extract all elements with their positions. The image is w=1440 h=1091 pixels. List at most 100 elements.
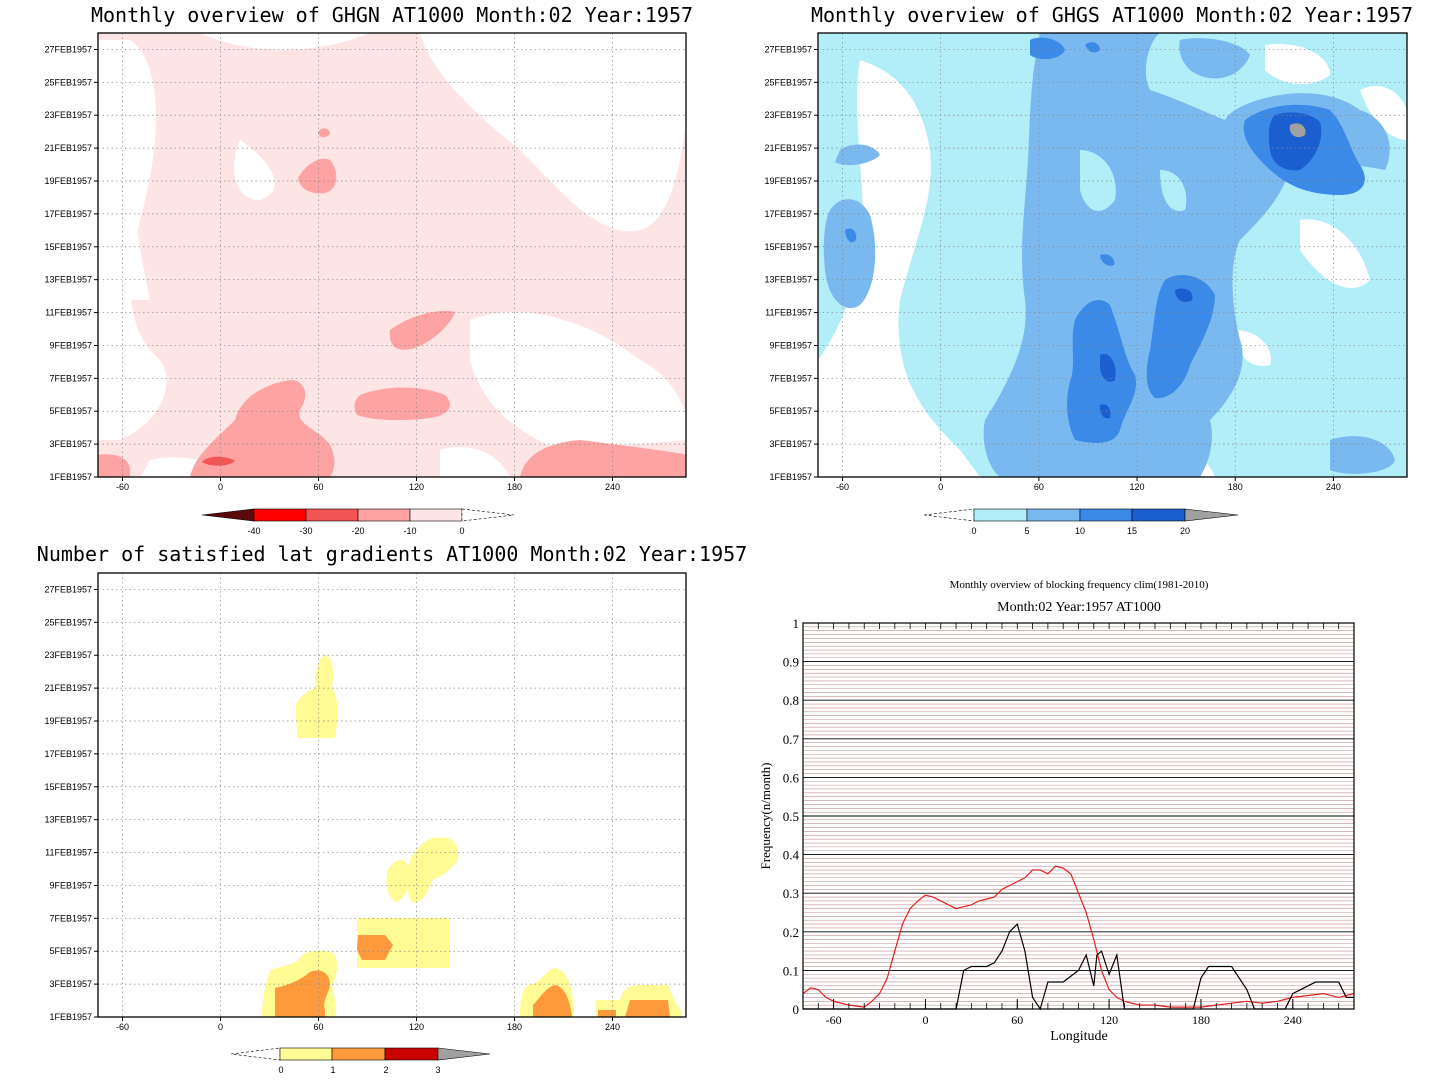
- latgrad-y-tick-label: 7FEB1957: [49, 913, 92, 923]
- blocking-y-tick-label: 0.4: [783, 848, 800, 863]
- latgrad-grid: [98, 573, 686, 1017]
- latgrad-y-tick-label: 13FEB1957: [44, 815, 92, 825]
- latgrad-y-tick-label: 19FEB1957: [44, 716, 92, 726]
- latgrad-level-2-region: [275, 970, 330, 1017]
- ghgs-y-tick-label: 11FEB1957: [765, 308, 812, 318]
- blocking-y-ticks: 0 0.1 0.2 0.3 0.4 0.5 0.6 0.7 0.8 0.9 1: [783, 616, 800, 1017]
- ghgs-y-tick-label: 27FEB1957: [764, 44, 812, 54]
- latgrad-y-tick-label: 21FEB1957: [44, 683, 92, 693]
- blocking-series-line-1: [803, 922, 1354, 1011]
- latgrad-y-tick-label: 5FEB1957: [49, 946, 92, 956]
- latgrad-y-tick-label: 3FEB1957: [49, 979, 92, 989]
- blocking-x-tick-label: 60: [1011, 1013, 1023, 1027]
- ghgn-cbar-label: -20: [351, 526, 364, 536]
- latgrad-y-tick-label: 9FEB1957: [49, 880, 92, 890]
- ghgs-y-tick-label: 3FEB1957: [769, 439, 812, 449]
- ghgs-x-tick-label: 60: [1034, 482, 1044, 492]
- ghgn-level-minus30-region: [202, 456, 235, 466]
- blocking-x-tick-label: 0: [922, 1013, 928, 1027]
- ghgs-y-tick-label: 15FEB1957: [764, 242, 812, 252]
- ghgs-y-tick-label: 13FEB1957: [764, 275, 812, 285]
- ghgn-y-tick-label: 5FEB1957: [49, 406, 92, 416]
- ghgn-y-tick-label: 27FEB1957: [44, 44, 92, 54]
- ghgn-y-ticks: 1FEB1957 3FEB1957 5FEB1957 7FEB1957 9FEB1957…: [44, 44, 98, 482]
- ghgs-y-tick-label: 7FEB1957: [769, 373, 812, 383]
- latgrad-cbar-label: 1: [330, 1065, 335, 1075]
- blocking-y-tick-label: 0: [793, 1002, 800, 1017]
- ghgn-cbar-label: -30: [299, 526, 312, 536]
- ghgn-x-tick-label: 120: [409, 482, 424, 492]
- panel-ghgs: Monthly overview of GHGS AT1000 Month:02…: [764, 3, 1413, 536]
- ghgn-cbar-label: 0: [459, 526, 464, 536]
- ghgn-x-tick-label: 60: [313, 482, 323, 492]
- ghgs-y-tick-label: 1FEB1957: [769, 472, 812, 482]
- blocking-y-tick-label: 0.8: [783, 693, 799, 708]
- latgrad-y-ticks: 1FEB1957 3FEB1957 5FEB1957 7FEB1957 9FEB1957…: [44, 584, 98, 1022]
- ghgs-cbar-label: 0: [971, 526, 976, 536]
- ghgs-cbar-label: 20: [1180, 526, 1190, 536]
- ghgs-y-tick-label: 23FEB1957: [764, 110, 812, 120]
- latgrad-x-tick-label: 60: [313, 1022, 323, 1032]
- ghgs-y-tick-label: 25FEB1957: [764, 77, 812, 87]
- ghgn-plot-frame: [97, 32, 687, 478]
- ghgn-y-tick-label: 15FEB1957: [44, 242, 92, 252]
- ghgn-colorbar: -40 -30 -20 -10 0: [201, 508, 515, 536]
- blocking-y-tick-label: 0.7: [783, 732, 800, 747]
- blocking-subtitle: Month:02 Year:1957 AT1000: [997, 600, 1161, 615]
- blocking-x-tick-label: -60: [826, 1013, 842, 1027]
- ghgs-x-tick-label: 240: [1326, 482, 1341, 492]
- ghgs-x-tick-label: -60: [836, 482, 849, 492]
- latgrad-y-tick-label: 23FEB1957: [44, 650, 92, 660]
- blocking-y-tick-label: 0.3: [783, 886, 799, 901]
- panel-lat-gradients: Number of satisfied lat gradients AT1000…: [37, 542, 747, 1075]
- ghgn-y-tick-label: 9FEB1957: [49, 340, 92, 350]
- ghgn-y-tick-label: 17FEB1957: [44, 209, 92, 219]
- ghgn-title: Monthly overview of GHGN AT1000 Month:02…: [91, 3, 693, 27]
- blocking-fine-grid: [803, 626, 1354, 1006]
- latgrad-y-tick-label: 17FEB1957: [44, 749, 92, 759]
- ghgs-y-tick-label: 21FEB1957: [764, 143, 812, 153]
- latgrad-x-tick-label: 120: [409, 1022, 424, 1032]
- latgrad-x-ticks: -60 0 60 120 180 240: [116, 1017, 620, 1032]
- blocking-y-tick-label: 0.2: [783, 925, 799, 940]
- blocking-y-axis-label: Frequency(n/month): [758, 763, 773, 870]
- blocking-y-tick-label: 0.1: [783, 963, 799, 978]
- ghgs-y-ticks: 1FEB1957 3FEB1957 5FEB1957 7FEB1957 9FEB1957…: [764, 44, 818, 482]
- ghgs-colorbar: 0 5 10 15 20: [923, 508, 1239, 536]
- blocking-y-tick-label: 0.9: [783, 655, 799, 670]
- panel-ghgn: Monthly overview of GHGN AT1000 Month:02…: [44, 3, 693, 536]
- latgrad-colorbar: 0 1 2 3: [230, 1047, 491, 1075]
- blocking-title: Monthly overview of blocking frequency c…: [950, 579, 1209, 591]
- ghgn-x-tick-label: 240: [605, 482, 620, 492]
- latgrad-title: Number of satisfied lat gradients AT1000…: [37, 542, 747, 566]
- ghgn-x-tick-label: 180: [507, 482, 522, 492]
- ghgn-y-tick-label: 1FEB1957: [49, 472, 92, 482]
- latgrad-cbar-label: 0: [278, 1065, 283, 1075]
- ghgs-y-tick-label: 5FEB1957: [769, 406, 812, 416]
- ghgs-y-tick-label: 19FEB1957: [764, 176, 812, 186]
- latgrad-y-tick-label: 11FEB1957: [45, 848, 92, 858]
- panel-blocking-frequency: Monthly overview of blocking frequency c…: [758, 579, 1355, 1044]
- latgrad-x-tick-label: 180: [507, 1022, 522, 1032]
- ghgn-cbar-label: -10: [403, 526, 416, 536]
- latgrad-y-tick-label: 1FEB1957: [49, 1012, 92, 1022]
- ghgn-grid: [98, 33, 686, 477]
- blocking-series: [802, 865, 1355, 1011]
- ghgn-y-tick-label: 11FEB1957: [45, 308, 92, 318]
- blocking-x-tick-label: 180: [1192, 1013, 1210, 1027]
- ghgn-x-tick-label: -60: [116, 482, 129, 492]
- blocking-x-tick-label: 240: [1284, 1013, 1302, 1027]
- latgrad-x-tick-label: -60: [116, 1022, 129, 1032]
- latgrad-y-tick-label: 15FEB1957: [44, 782, 92, 792]
- ghgs-x-ticks: -60 0 60 120 180 240: [836, 477, 1341, 492]
- blocking-y-tick-label: 0.6: [783, 770, 800, 785]
- ghgs-cbar-label: 10: [1075, 526, 1085, 536]
- ghgs-level-20-region: [1268, 112, 1322, 171]
- ghgs-cbar-label: 15: [1127, 526, 1137, 536]
- ghgn-level-minus20-region: [190, 380, 335, 477]
- ghgs-cbar-label: 5: [1024, 526, 1029, 536]
- latgrad-cbar-label: 3: [435, 1065, 440, 1075]
- blocking-series-line-0: [802, 865, 1355, 1008]
- ghgs-x-tick-label: 180: [1228, 482, 1243, 492]
